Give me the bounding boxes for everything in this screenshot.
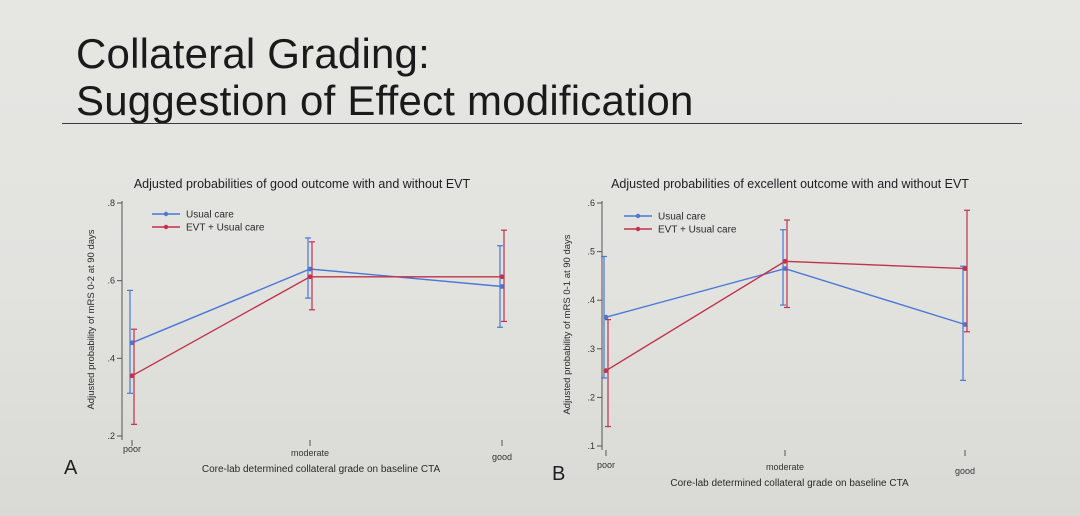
chart-title: Adjusted probabilities of excellent outc…: [611, 177, 969, 191]
data-point: [603, 314, 609, 320]
x-axis-label: Core-lab determined collateral grade on …: [670, 478, 909, 489]
data-point: [782, 258, 788, 264]
legend-label: EVT + Usual care: [186, 223, 265, 234]
x-axis-label: Core-lab determined collateral grade on …: [202, 464, 441, 475]
chart-title: Adjusted probabilities of good outcome w…: [134, 177, 471, 191]
series-line-usual-care: [131, 268, 503, 344]
y-tick-label: .5: [587, 247, 595, 257]
y-tick-label: .4: [587, 295, 595, 305]
slide-title: Collateral Grading: Suggestion of Effect…: [76, 30, 694, 124]
data-point: [603, 368, 609, 374]
x-tick-label-moderate: moderate: [766, 462, 804, 472]
y-tick-label: .6: [107, 276, 115, 286]
legend-marker: [635, 213, 641, 219]
y-tick-label: .2: [107, 431, 115, 441]
data-point: [499, 274, 505, 280]
legend-label: Usual care: [658, 212, 706, 223]
series-line-evt-usual-care: [605, 260, 966, 372]
slide-title-line-1: Collateral Grading:: [76, 30, 430, 77]
title-underline: [62, 123, 1022, 124]
data-point: [782, 266, 788, 272]
series-line-evt-usual-care: [131, 276, 502, 377]
x-tick-label-poor: poor: [597, 460, 615, 470]
data-point: [307, 274, 313, 280]
data-point: [307, 266, 313, 272]
legend-marker: [163, 224, 169, 230]
x-tick-label-good: good: [492, 452, 512, 462]
data-point: [129, 373, 135, 379]
y-tick-label: .6: [587, 198, 595, 208]
data-point: [962, 322, 968, 327]
legend-marker: [635, 226, 641, 232]
data-point: [499, 284, 505, 289]
chart-a: Adjusted probabilities of good outcome w…: [86, 177, 512, 475]
x-tick-label-poor: poor: [123, 444, 141, 454]
y-tick-label: .2: [587, 392, 595, 402]
slide-title-line-2: Suggestion of Effect modification: [76, 77, 694, 124]
data-point: [962, 266, 968, 272]
y-axis-label: Adjusted probability of mRS 0-1 at 90 da…: [562, 234, 573, 414]
y-tick-label: .1: [587, 441, 595, 451]
y-tick-label: .8: [107, 198, 115, 208]
x-tick-label-moderate: moderate: [291, 448, 329, 458]
panel-letter-a: A: [64, 457, 78, 479]
chart-b: Adjusted probabilities of excellent outc…: [562, 177, 975, 489]
y-axis-label: Adjusted probability of mRS 0-2 at 90 da…: [86, 229, 97, 409]
panel-letter-b: B: [552, 463, 566, 485]
x-tick-label-good: good: [955, 466, 975, 476]
series-line-usual-care: [605, 267, 966, 326]
y-tick-label: .3: [587, 344, 595, 354]
legend-label: Usual care: [186, 210, 234, 221]
legend-label: EVT + Usual care: [658, 225, 737, 236]
y-tick-label: .4: [107, 353, 115, 363]
data-point: [129, 340, 135, 346]
legend-marker: [163, 211, 169, 217]
